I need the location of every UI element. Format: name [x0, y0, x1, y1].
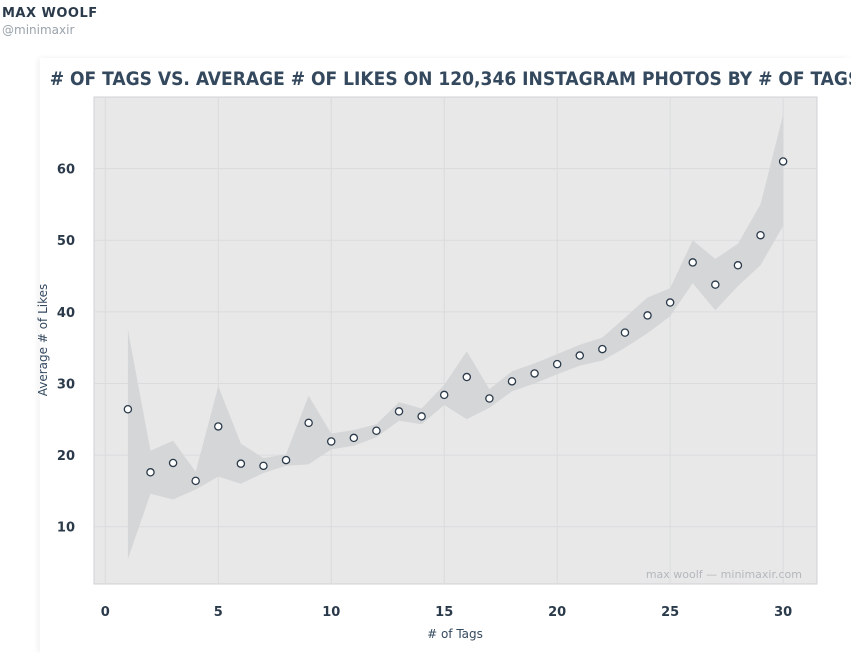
y-tick-label: 30 — [57, 377, 75, 392]
x-tick-label: 25 — [661, 605, 679, 620]
x-tick-labels: 0 5 10 15 20 25 30 — [101, 605, 792, 620]
data-point — [372, 426, 381, 435]
data-point — [778, 157, 788, 166]
x-tick-label: 30 — [774, 605, 792, 620]
data-point — [281, 455, 291, 465]
y-tick-label: 60 — [57, 163, 75, 178]
data-point — [530, 369, 539, 378]
data-point — [507, 377, 517, 386]
data-point — [304, 418, 313, 428]
data-point — [643, 311, 652, 320]
data-point — [214, 422, 223, 431]
data-point — [462, 372, 472, 382]
data-point — [598, 344, 607, 354]
data-point — [146, 468, 155, 477]
y-tick-label: 50 — [57, 234, 75, 249]
x-tick-label: 20 — [548, 605, 566, 620]
data-point — [191, 476, 200, 486]
x-tick-label: 5 — [214, 605, 223, 620]
data-point — [417, 412, 426, 421]
data-point — [259, 461, 268, 471]
author-block: MAX WOOLF @minimaxir — [2, 6, 98, 38]
data-point — [485, 394, 494, 403]
y-tick-label: 40 — [57, 306, 75, 321]
x-tick-label: 0 — [101, 605, 110, 620]
data-point — [552, 359, 562, 369]
x-tick-label: 15 — [435, 605, 453, 620]
data-point — [665, 298, 675, 307]
author-name: MAX WOOLF — [2, 6, 98, 21]
data-point — [711, 280, 720, 289]
data-point — [168, 458, 178, 468]
plot-panel — [93, 96, 818, 585]
data-point — [688, 258, 697, 267]
author-handle: @minimaxir — [2, 23, 75, 37]
data-point — [349, 433, 359, 443]
x-tick-label: 10 — [322, 605, 340, 620]
data-point — [326, 437, 336, 446]
data-point — [236, 459, 246, 468]
y-axis-title: Average # of Likes — [36, 284, 50, 397]
chart-title: # OF TAGS VS. AVERAGE # OF LIKES ON 120,… — [50, 68, 851, 90]
watermark: max woolf — minimaxir.com — [646, 568, 802, 581]
data-points — [123, 157, 788, 486]
data-point — [123, 405, 133, 414]
data-point — [733, 261, 743, 270]
x-axis-title: # of Tags — [427, 627, 483, 641]
data-point — [756, 230, 765, 240]
data-point — [620, 328, 630, 337]
confidence-ribbon — [127, 114, 784, 559]
y-tick-labels: 10 20 30 40 50 60 — [57, 163, 75, 536]
data-point — [575, 351, 585, 360]
data-point — [394, 407, 404, 416]
data-point — [439, 390, 449, 400]
y-tick-label: 20 — [57, 449, 75, 464]
grid-lines — [94, 97, 817, 584]
y-tick-label: 10 — [57, 521, 75, 536]
